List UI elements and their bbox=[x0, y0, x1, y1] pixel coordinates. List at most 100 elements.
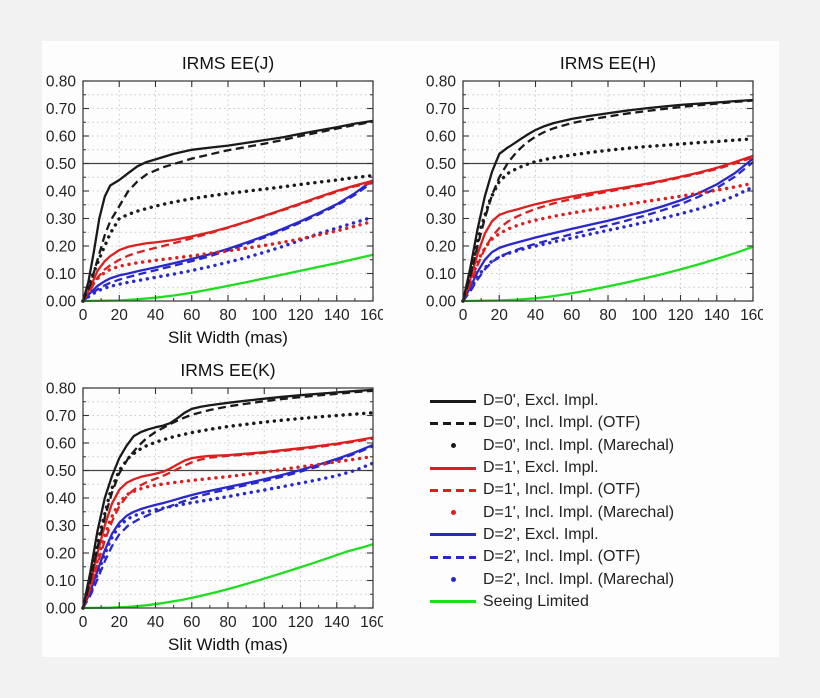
x-tick-label: 20 bbox=[111, 307, 129, 324]
y-tick-label: 0.00 bbox=[46, 294, 77, 311]
legend-swatch-blue-solid bbox=[430, 533, 476, 537]
x-tick-label: 0 bbox=[79, 307, 88, 324]
legend-item: D=0', Excl. Impl. bbox=[430, 390, 760, 412]
legend-item: D=1', Incl. Impl. (OTF) bbox=[430, 479, 760, 501]
y-tick-label: 0.30 bbox=[426, 211, 457, 228]
legend-dot bbox=[450, 510, 456, 516]
x-tick-label: 140 bbox=[704, 307, 730, 324]
series-black-dotted bbox=[81, 173, 375, 303]
x-tick-label: 120 bbox=[668, 307, 694, 324]
x-tick-label: 100 bbox=[251, 307, 277, 324]
x-axis-label: Slit Width (mas) bbox=[168, 635, 288, 654]
x-tick-label: 80 bbox=[219, 307, 237, 324]
x-tick-label: 0 bbox=[79, 614, 88, 631]
legend-label: D=1', Incl. Impl. (Marechal) bbox=[483, 503, 675, 521]
series-red-dotted bbox=[81, 454, 375, 610]
y-tick-label: 0.10 bbox=[46, 266, 77, 283]
series-black-solid bbox=[81, 119, 374, 302]
legend-swatch-blue-dotted bbox=[430, 577, 476, 583]
series-black-dashed bbox=[81, 120, 374, 302]
legend-label: D=2', Excl. Impl. bbox=[483, 525, 599, 543]
y-tick-label: 0.00 bbox=[426, 294, 457, 311]
figure-panel: 0 20 40 60 80 100 120 140 160 0.00 0.10 0.20 0.30 0.4… bbox=[42, 41, 779, 657]
legend-label: D=0', Incl. Impl. (Marechal) bbox=[483, 436, 675, 454]
series-blue-solid bbox=[82, 179, 374, 302]
x-tick-label: 140 bbox=[324, 614, 350, 631]
legend-item: D=2', Incl. Impl. (Marechal) bbox=[430, 568, 760, 590]
x-tick-label: 60 bbox=[563, 307, 581, 324]
series-blue-dashed bbox=[462, 161, 754, 302]
x-tick-label: 120 bbox=[288, 614, 314, 631]
y-tick-label: 0.80 bbox=[426, 74, 457, 91]
x-tick-label: 40 bbox=[147, 614, 165, 631]
x-tick-label: 20 bbox=[111, 614, 129, 631]
legend-swatch-red-solid bbox=[430, 466, 476, 470]
x-tick-label: 100 bbox=[631, 307, 657, 324]
series-black-solid bbox=[81, 388, 374, 609]
legend-dot bbox=[450, 443, 456, 449]
x-tick-label: 20 bbox=[491, 307, 509, 324]
series-red-solid bbox=[461, 154, 754, 302]
y-tick-label: 0.40 bbox=[46, 184, 77, 201]
chart-irms-ee-k: 0 20 40 60 80 100 120 140 160 0.00 0.10 0.20 0.30 0.4… bbox=[46, 360, 383, 654]
x-tick-label: 160 bbox=[740, 307, 763, 324]
y-tick-label: 0.80 bbox=[46, 74, 77, 91]
y-tick-label: 0.40 bbox=[426, 184, 457, 201]
x-tick-label: 100 bbox=[251, 614, 277, 631]
x-tick-label: 80 bbox=[219, 614, 237, 631]
series-black-dashed bbox=[81, 389, 374, 609]
legend-item: D=1', Excl. Impl. bbox=[430, 457, 760, 479]
legend-label: D=1', Excl. Impl. bbox=[483, 459, 599, 477]
y-tick-label: 0.20 bbox=[46, 239, 77, 256]
series-black-dotted bbox=[461, 137, 755, 303]
legend-label: D=0', Excl. Impl. bbox=[483, 392, 599, 410]
legend-swatch-red-dotted bbox=[430, 510, 476, 516]
y-tick-label: 0.00 bbox=[46, 601, 77, 618]
legend-dot bbox=[450, 577, 456, 583]
x-tick-label: 140 bbox=[324, 307, 350, 324]
y-tick-label: 0.30 bbox=[46, 211, 77, 228]
y-tick-label: 0.70 bbox=[426, 101, 457, 118]
x-tick-label: 60 bbox=[183, 614, 201, 631]
series-green-solid bbox=[462, 245, 754, 303]
legend-swatch-green-solid bbox=[430, 600, 476, 604]
legend-item: D=1', Incl. Impl. (Marechal) bbox=[430, 501, 760, 523]
y-tick-label: 0.60 bbox=[46, 129, 77, 146]
x-tick-label: 80 bbox=[599, 307, 617, 324]
series-red-solid bbox=[81, 179, 374, 302]
series-blue-dotted bbox=[81, 461, 375, 610]
x-tick-label: 120 bbox=[288, 307, 314, 324]
legend-label: D=2', Incl. Impl. (Marechal) bbox=[483, 570, 675, 588]
series-green-solid bbox=[82, 253, 374, 303]
series-blue-dotted bbox=[81, 215, 375, 303]
legend-swatch-black-solid bbox=[430, 399, 476, 403]
y-tick-label: 0.50 bbox=[426, 156, 457, 173]
y-tick-label: 0.30 bbox=[46, 518, 77, 535]
x-axis-label: Slit Width (mas) bbox=[168, 328, 288, 347]
legend-label: D=0', Incl. Impl. (OTF) bbox=[483, 414, 641, 432]
y-tick-label: 0.60 bbox=[46, 436, 77, 453]
series-red-solid bbox=[81, 436, 374, 609]
x-tick-label: 160 bbox=[360, 614, 383, 631]
legend-item: Seeing Limited bbox=[430, 591, 760, 613]
legend-item: D=0', Incl. Impl. (Marechal) bbox=[430, 435, 760, 457]
x-tick-label: 40 bbox=[147, 307, 165, 324]
chart-title: IRMS EE(H) bbox=[560, 53, 656, 73]
y-tick-label: 0.50 bbox=[46, 463, 77, 480]
legend-swatch-red-dashed bbox=[430, 488, 476, 492]
x-tick-label: 60 bbox=[183, 307, 201, 324]
legend-swatch-black-dotted bbox=[430, 443, 476, 449]
chart-irms-ee-j: 0 20 40 60 80 100 120 140 160 0.00 0.10 0.20 0.30 0.4… bbox=[46, 53, 383, 347]
series-green-solid bbox=[82, 543, 374, 610]
chart-irms-ee-h: 0 20 40 60 80 100 120 140 160 0.00 0.10 0.20 0.30 0.4… bbox=[426, 53, 763, 324]
y-tick-label: 0.10 bbox=[426, 266, 457, 283]
series-red-dotted bbox=[461, 181, 755, 303]
chart-title: IRMS EE(J) bbox=[182, 53, 274, 73]
series-black-dotted bbox=[81, 411, 375, 610]
y-tick-label: 0.20 bbox=[426, 239, 457, 256]
y-tick-label: 0.40 bbox=[46, 491, 77, 508]
series-black-dashed bbox=[461, 99, 754, 302]
chart-title: IRMS EE(K) bbox=[180, 360, 275, 380]
series-blue-solid bbox=[81, 443, 374, 609]
